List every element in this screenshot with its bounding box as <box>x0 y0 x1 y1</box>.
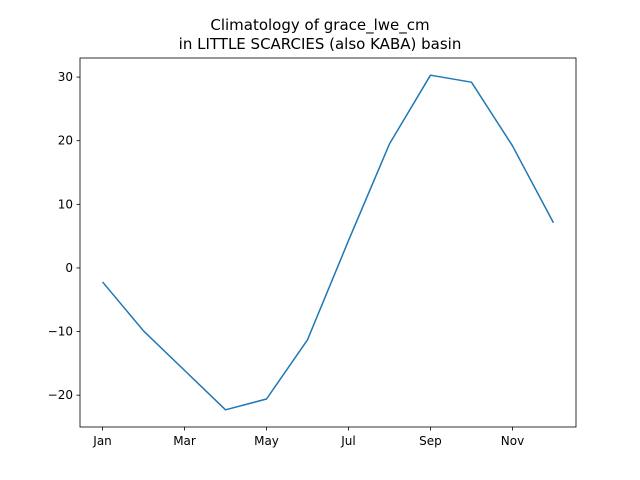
plot-frame <box>79 57 577 428</box>
y-tick-label: 0 <box>65 261 73 275</box>
x-tick-label: May <box>254 434 279 448</box>
y-tick-label: 20 <box>58 134 73 148</box>
y-tick-label: 30 <box>58 70 73 84</box>
y-tick-label: −10 <box>48 325 73 339</box>
series-line <box>101 74 555 411</box>
chart-title: Climatology of grace_lwe_cm <box>210 16 430 34</box>
x-tick-label: Jan <box>92 434 112 448</box>
x-tick-label: Sep <box>419 434 442 448</box>
y-tick-label: −20 <box>48 388 73 402</box>
x-tick-label: Jul <box>340 434 355 448</box>
chart-subtitle: in LITTLE SCARCIES (also KABA) basin <box>178 35 462 53</box>
x-tick-label: Nov <box>501 434 524 448</box>
x-tick-label: Mar <box>173 434 196 448</box>
y-tick-label: 10 <box>58 197 73 211</box>
